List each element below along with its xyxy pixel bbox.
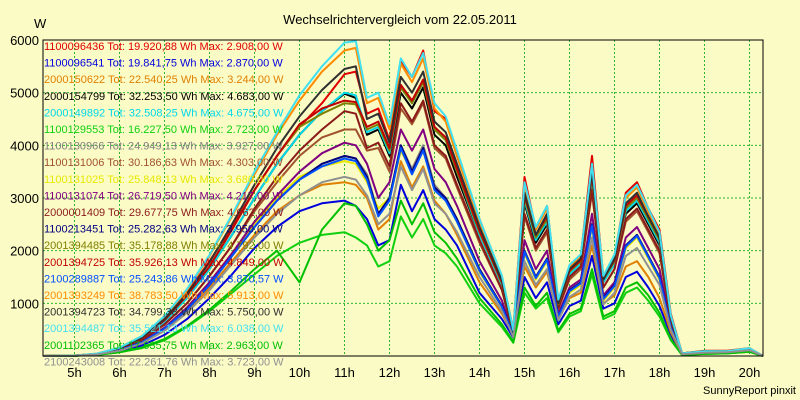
series-line-2001102365: [42, 199, 764, 357]
legend-entry-1100096541: 1100096541 Tot: 19.841,75 Wh Max: 2.870,…: [44, 58, 283, 70]
legend-entry-1100129553: 1100129553 Tot: 16.227,50 Wh Max: 2.723,…: [44, 124, 283, 136]
legend-entry-2001394485: 2001394485 Tot: 35.178,88 Wh Max: 4.792,…: [44, 240, 284, 252]
series-line-2100289887: [42, 147, 764, 357]
x-tick-label: 12h: [379, 365, 401, 380]
x-tick-label: 10h: [289, 365, 311, 380]
x-tick-label: 7h: [157, 365, 171, 380]
legend-entry-2001102365: 2001102365 Tot: 17.635,75 Wh Max: 2.963,…: [44, 340, 283, 352]
x-tick-label: 16h: [559, 365, 581, 380]
x-tick-label: 18h: [649, 365, 671, 380]
y-tick-label: 4000: [10, 138, 39, 153]
series-line-1100131074: [42, 128, 764, 357]
series-line-2001394723: [42, 65, 764, 357]
legend-entry-1100131025: 1100131025 Tot: 25.848,13 Wh Max: 3.680,…: [44, 174, 283, 186]
x-tick-label: 19h: [694, 365, 716, 380]
legend-entry-2001394723: 2001394723 Tot: 34.799,38 Wh Max: 5.750,…: [44, 307, 284, 319]
legend-entry-2000149892: 2000149892 Tot: 32.508,25 Wh Max: 4.675,…: [44, 107, 284, 119]
legend-entry-2000001409: 2000001409 Tot: 29.677,75 Wh Max: 4.662,…: [44, 207, 284, 219]
x-tick-label: 20h: [739, 365, 761, 380]
chart-title: Wechselrichtervergleich vom 22.05.2011: [283, 12, 517, 27]
legend-entry-2001394487: 2001394487 Tot: 35.521,13 Wh Max: 6.038,…: [44, 323, 284, 335]
legend-entry-1100131006: 1100131006 Tot: 30.186,63 Wh Max: 4.303,…: [44, 157, 283, 169]
x-tick-label: 5h: [67, 365, 81, 380]
series-line-1100129553: [42, 215, 764, 357]
legend-entry-2100289887: 2100289887 Tot: 25.243,86 Wh Max: 3.870,…: [44, 273, 284, 285]
series-line-2000001409: [42, 99, 764, 357]
legend-entry-2100243008: 2100243008 Tot: 22.261,76 Wh Max: 3.723,…: [44, 356, 284, 368]
legend-entry-1100131074: 1100131074 Tot: 26.719,50 Wh Max: 4.217,…: [44, 190, 283, 202]
legend-entry-1100130966: 1100130966 Tot: 24.949,13 Wh Max: 3.927,…: [44, 141, 283, 153]
series-line-2001394487: [42, 40, 764, 357]
legend-entry-1100213451: 1100213451 Tot: 25.282,63 Wh Max: 3.950,…: [44, 224, 283, 236]
y-tick-label: 2000: [10, 244, 39, 259]
x-tick-label: 13h: [424, 365, 446, 380]
series-line-1100096541: [42, 183, 764, 357]
legend-entry-2001394725: 2001394725 Tot: 35.926,13 Wh Max: 4.849,…: [44, 257, 284, 269]
plot-border: [42, 39, 764, 357]
footer-text: SunnyReport pinxit: [703, 385, 796, 397]
legend-entry-2000154799: 2000154799 Tot: 32.253,50 Wh Max: 4.683,…: [44, 91, 284, 103]
x-tick-label: 11h: [334, 365, 355, 380]
x-tick-label: 15h: [514, 365, 536, 380]
x-tick-label: 14h: [469, 365, 491, 380]
x-tick-label: 9h: [247, 365, 261, 380]
legend-entry-2001393249: 2001393249 Tot: 38.783,50 Wh Max: 5.913,…: [44, 290, 284, 302]
x-tick-label: 6h: [112, 365, 126, 380]
y-axis-label: W: [34, 16, 47, 31]
x-tick-label: 8h: [202, 365, 216, 380]
legend-entry-1100096436: 1100096436 Tot: 19.920,88 Wh Max: 2.908,…: [44, 41, 283, 53]
series-line-2100243008: [42, 165, 764, 357]
y-tick-label: 5000: [10, 86, 39, 101]
legend-entry-2000150622: 2000150622 Tot: 22.540,25 Wh Max: 3.244,…: [44, 74, 284, 86]
plot-area: 5h 6h 7h 8h 9h 10h 11h 12h 13h 14h 15h 16h 17h 18h 19h…: [10, 33, 764, 380]
y-tick-label: 1000: [10, 296, 39, 311]
y-tick-label: 3000: [10, 191, 39, 206]
y-tick-label: 6000: [10, 33, 39, 48]
x-tick-label: 17h: [604, 365, 626, 380]
